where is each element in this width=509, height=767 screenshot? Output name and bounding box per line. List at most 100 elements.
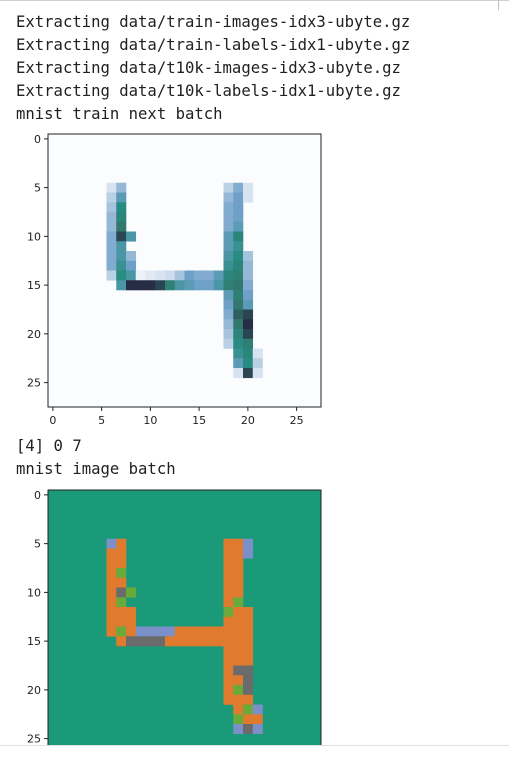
heatmap-cell [252, 714, 263, 725]
y-tick-label: 0 [34, 489, 41, 502]
heatmap-cell [223, 309, 234, 320]
heatmap-cell [116, 636, 127, 647]
y-tick-label: 25 [27, 377, 41, 390]
heatmap-cell [243, 260, 254, 271]
heatmap-cell [243, 368, 254, 379]
x-tick-label: 15 [192, 414, 206, 427]
heatmap-cell [223, 597, 234, 608]
heatmap-cell [106, 558, 117, 569]
heatmap-cell [223, 290, 234, 301]
heatmap-cell [155, 280, 166, 291]
heatmap-cell [116, 538, 127, 549]
heatmap-cell [233, 368, 244, 379]
heatmap-cell [243, 607, 254, 618]
heatmap-cell [223, 568, 234, 579]
heatmap-cell [116, 212, 127, 223]
heatmap-cell [243, 270, 254, 281]
y-tick-label: 15 [27, 279, 41, 292]
heatmap-cell [135, 626, 146, 637]
heatmap-cell [116, 548, 127, 559]
heatmap-cell [233, 724, 244, 735]
heatmap-cell [165, 280, 176, 291]
heatmap-cell [243, 646, 254, 657]
heatmap-cell [243, 724, 254, 735]
heatmap-cell [106, 221, 117, 232]
heatmap-cell [126, 231, 137, 242]
heatmap-cell [243, 675, 254, 686]
heatmap-cell [116, 182, 127, 193]
heatmap-cell [243, 636, 254, 647]
heatmap-cell [184, 270, 195, 281]
heatmap-cell [243, 694, 254, 705]
heatmap-cell [223, 212, 234, 223]
heatmap-cell [233, 192, 244, 203]
heatmap-cell [106, 626, 117, 637]
heatmap-cell [243, 358, 254, 369]
heatmap-cell [116, 607, 127, 618]
heatmap-cell [116, 280, 127, 291]
heatmap-cell [126, 280, 137, 291]
heatmap-cell [233, 348, 244, 359]
heatmap-cell [174, 626, 185, 637]
cell-edge-marker [498, 0, 499, 10]
heatmap-cell [213, 626, 224, 637]
heatmap-cell [223, 577, 234, 588]
heatmap-cell [126, 260, 137, 271]
heatmap-cell [116, 241, 127, 252]
y-tick-label: 20 [27, 684, 41, 697]
heatmap-cell [243, 309, 254, 320]
heatmap-cell [155, 626, 166, 637]
heatmap-cell [223, 655, 234, 666]
x-tick-label: 20 [241, 414, 255, 427]
x-tick-label: 0 [49, 414, 56, 427]
y-tick-label: 0 [34, 133, 41, 146]
heatmap-cell [233, 665, 244, 676]
heatmap-cell [213, 280, 224, 291]
heatmap-cell [223, 694, 234, 705]
heatmap-cell [184, 636, 195, 647]
heatmap-cell [223, 319, 234, 330]
heatmap-cell [145, 626, 156, 637]
heatmap-cell [126, 607, 137, 618]
heatmap-cell [106, 607, 117, 618]
y-tick-label: 20 [27, 328, 41, 341]
heatmap-cell [126, 587, 137, 598]
heatmap-cell [252, 724, 263, 735]
heatmap-cell [243, 290, 254, 301]
heatmap-cell [223, 558, 234, 569]
heatmap-cell [243, 192, 254, 203]
heatmap-cell [116, 202, 127, 213]
heatmap-cell [223, 251, 234, 262]
heatmap-cell [194, 626, 205, 637]
heatmap-cell [233, 607, 244, 618]
heatmap-cell [116, 597, 127, 608]
heatmap-cell [233, 538, 244, 549]
y-tick-label: 15 [27, 635, 41, 648]
heatmap-cell [233, 241, 244, 252]
heatmap-cell [233, 270, 244, 281]
heatmap-cell [223, 221, 234, 232]
axes-frame [47, 133, 322, 408]
heatmap-cell [126, 251, 137, 262]
heatmap-cell [174, 270, 185, 281]
heatmap-cell [223, 231, 234, 242]
heatmap-cell [243, 182, 254, 193]
heatmap-cell [155, 636, 166, 647]
heatmap-cell [243, 280, 254, 291]
heatmap-cell [126, 616, 137, 627]
heatmap-cell [233, 329, 244, 340]
heatmap-cell [233, 212, 244, 223]
output-line-5: mnist train next batch [16, 105, 223, 123]
heatmap-cell [233, 202, 244, 213]
heatmap-cell [243, 299, 254, 310]
heatmap-cell [223, 665, 234, 676]
heatmap-cell [252, 358, 263, 369]
label-line: [4] 0 7 [16, 437, 82, 455]
heatmap-cell [243, 655, 254, 666]
heatmap-cell [116, 251, 127, 262]
x-tick-label: 10 [143, 414, 157, 427]
heatmap-cell [233, 636, 244, 647]
heatmap-cell [233, 558, 244, 569]
heatmap-cell [116, 626, 127, 637]
output-line-4: Extracting data/t10k-labels-idx1-ubyte.g… [16, 82, 401, 100]
